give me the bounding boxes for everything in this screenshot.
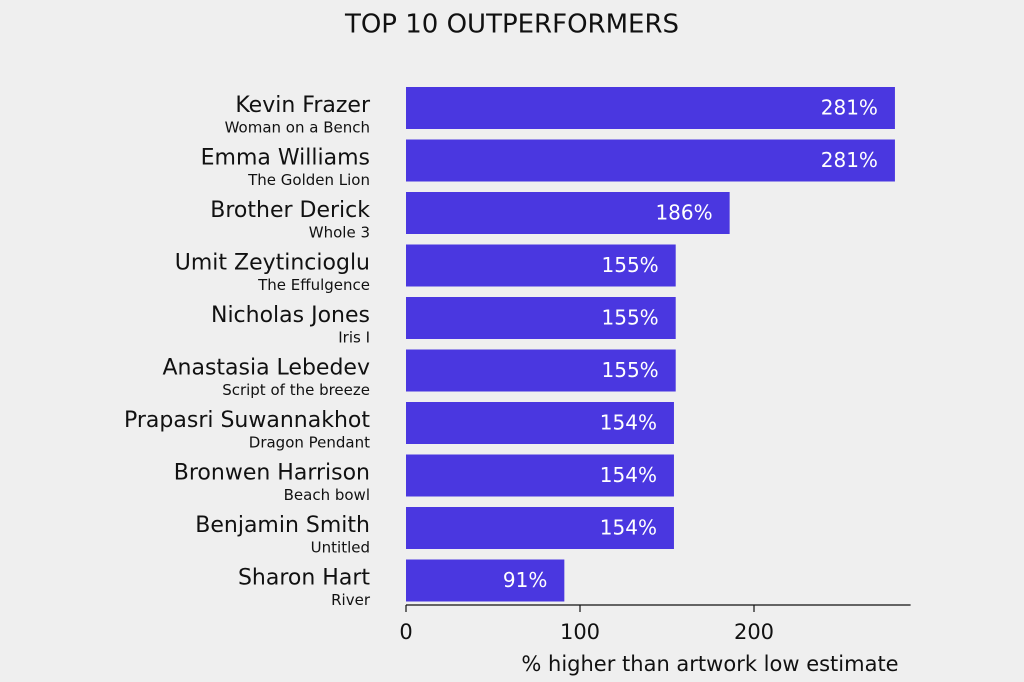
- value-label: 155%: [602, 306, 659, 330]
- category-label: Bronwen Harrison: [174, 461, 370, 486]
- bar: [406, 349, 676, 392]
- category-sublabel: The Effulgence: [257, 276, 370, 294]
- bar: [406, 507, 674, 549]
- value-label: 154%: [600, 411, 657, 435]
- category-sublabel: Untitled: [311, 539, 370, 557]
- value-label: 281%: [821, 148, 878, 172]
- category-label: Umit Zeytincioglu: [175, 251, 370, 276]
- chart-title: TOP 10 OUTPERFORMERS: [344, 10, 679, 40]
- category-label: Anastasia Lebedev: [162, 356, 370, 381]
- value-label: 281%: [821, 96, 878, 120]
- category-label: Benjamin Smith: [195, 513, 370, 538]
- category-sublabel: The Golden Lion: [247, 171, 370, 189]
- bar: [406, 454, 674, 497]
- category-sublabel: Woman on a Bench: [225, 119, 370, 137]
- value-label: 155%: [602, 358, 659, 382]
- category-label: Nicholas Jones: [211, 303, 370, 328]
- category-sublabel: Iris I: [338, 329, 370, 347]
- x-tick-label: 200: [734, 620, 774, 644]
- category-sublabel: Script of the breeze: [222, 381, 370, 399]
- category-sublabel: Dragon Pendant: [249, 434, 370, 452]
- x-tick-label: 0: [399, 620, 412, 644]
- bar: [406, 297, 676, 339]
- category-label: Prapasri Suwannakhot: [124, 408, 370, 433]
- category-label: Sharon Hart: [238, 566, 370, 591]
- value-label: 186%: [655, 201, 712, 225]
- category-label: Brother Derick: [210, 198, 370, 223]
- value-label: 154%: [600, 463, 657, 487]
- x-axis-label: % higher than artwork low estimate: [521, 652, 898, 676]
- value-label: 154%: [600, 516, 657, 540]
- category-label: Kevin Frazer: [235, 93, 371, 118]
- bar: [406, 559, 565, 602]
- category-sublabel: River: [331, 591, 371, 609]
- bar: [406, 139, 895, 182]
- bar: [406, 402, 674, 444]
- value-label: 91%: [503, 568, 547, 592]
- bar: [406, 244, 676, 287]
- category-label: Emma Williams: [201, 146, 370, 171]
- bar: [406, 87, 895, 129]
- value-label: 155%: [602, 253, 659, 277]
- category-sublabel: Whole 3: [309, 224, 370, 242]
- x-tick-label: 100: [560, 620, 600, 644]
- category-sublabel: Beach bowl: [284, 486, 370, 504]
- bar: [406, 192, 730, 234]
